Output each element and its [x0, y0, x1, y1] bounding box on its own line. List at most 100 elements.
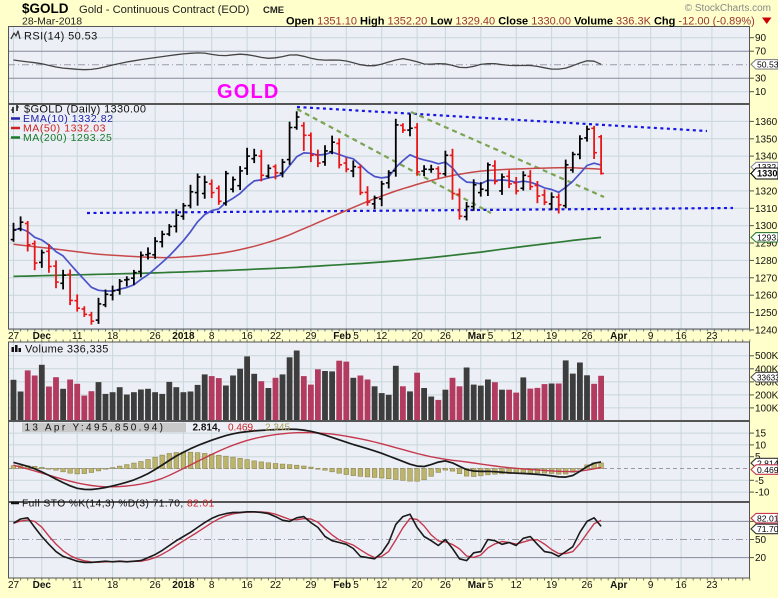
svg-text:9: 9	[648, 580, 654, 591]
svg-text:8: 8	[209, 331, 215, 342]
svg-text:1290: 1290	[755, 239, 778, 250]
svg-text:71.70: 71.70	[757, 524, 778, 534]
svg-text:16: 16	[242, 331, 254, 342]
svg-text:10: 10	[755, 440, 767, 451]
svg-text:$GOLD (Daily) 1330.00: $GOLD (Daily) 1330.00	[24, 104, 146, 116]
svg-text:MA(200) 1293.25: MA(200) 1293.25	[23, 132, 112, 144]
svg-text:20: 20	[412, 331, 424, 342]
svg-text:2018: 2018	[172, 580, 195, 591]
svg-text:EMA(10) 1332.82: EMA(10) 1332.82	[23, 113, 114, 125]
svg-text:2.345: 2.345	[265, 423, 290, 434]
svg-text:Mar: Mar	[468, 331, 486, 342]
svg-text:10: 10	[755, 87, 767, 98]
svg-text:Full STO %K(14,3) %D(3) 71.70,: Full STO %K(14,3) %D(3) 71.70, 82.01	[22, 499, 215, 510]
svg-text:1350: 1350	[755, 134, 778, 145]
svg-text:70: 70	[755, 47, 767, 58]
svg-text:1332: 1332	[757, 162, 776, 172]
svg-text:1293.: 1293.	[757, 233, 778, 243]
svg-text:400K: 400K	[755, 364, 778, 375]
svg-text:1270: 1270	[755, 273, 778, 284]
svg-text:Volume 336,335: Volume 336,335	[25, 344, 109, 356]
svg-text:22: 22	[270, 331, 282, 342]
svg-text:Open 1351.10 High 1352.20 Low: Open 1351.10 High 1352.20 Low 1329.40 Cl…	[286, 16, 755, 28]
svg-text:$GOLD: $GOLD	[22, 1, 69, 16]
svg-text:22: 22	[270, 580, 282, 591]
svg-text:1360: 1360	[755, 117, 778, 128]
svg-text:28-Mar-2018: 28-Mar-2018	[22, 16, 82, 28]
svg-text:Dec: Dec	[33, 580, 52, 591]
svg-text:20: 20	[412, 580, 424, 591]
svg-text:Apr: Apr	[610, 580, 627, 591]
svg-text:12: 12	[376, 580, 388, 591]
svg-text:26: 26	[150, 580, 162, 591]
svg-text:23: 23	[706, 331, 718, 342]
svg-text:16: 16	[242, 580, 254, 591]
svg-text:MA(50) 1332.03: MA(50) 1332.03	[23, 123, 106, 135]
svg-text:1240: 1240	[755, 325, 778, 336]
svg-text:30: 30	[755, 74, 767, 85]
svg-text:27: 27	[8, 580, 20, 591]
svg-text:26: 26	[150, 331, 162, 342]
svg-text:5: 5	[353, 331, 359, 342]
svg-text:Apr: Apr	[610, 331, 627, 342]
svg-text:Dec: Dec	[33, 331, 52, 342]
svg-text:1320: 1320	[755, 186, 778, 197]
svg-text:12: 12	[511, 331, 523, 342]
svg-text:Feb: Feb	[333, 331, 351, 342]
svg-text:1330.: 1330.	[757, 169, 778, 179]
svg-text:19: 19	[546, 580, 558, 591]
svg-text:200K: 200K	[755, 390, 778, 401]
svg-text:19: 19	[546, 331, 558, 342]
svg-text:Gold - Continuous Contract (EO: Gold - Continuous Contract (EOD)	[79, 4, 250, 16]
svg-text:12: 12	[511, 580, 523, 591]
svg-text:CME: CME	[263, 5, 284, 16]
svg-text:5: 5	[353, 580, 359, 591]
svg-text:GOLD: GOLD	[217, 81, 280, 103]
svg-text:29: 29	[305, 331, 317, 342]
svg-text:27: 27	[8, 331, 20, 342]
svg-text:500K: 500K	[755, 351, 778, 362]
svg-text:13 Apr Y:495,850.94): 13 Apr Y:495,850.94)	[25, 422, 166, 433]
svg-text:26: 26	[581, 580, 593, 591]
svg-text:23: 23	[706, 580, 718, 591]
svg-text:© StockCharts.com: © StockCharts.com	[685, 3, 771, 14]
svg-text:1340: 1340	[755, 152, 778, 163]
svg-text:1310: 1310	[755, 204, 778, 215]
svg-text:11: 11	[72, 331, 83, 342]
svg-text:16: 16	[676, 331, 688, 342]
svg-text:29: 29	[305, 580, 317, 591]
svg-text:11: 11	[72, 580, 83, 591]
svg-text:-10: -10	[755, 488, 770, 499]
svg-text:82.01: 82.01	[757, 513, 778, 523]
svg-text:100K: 100K	[755, 403, 778, 414]
svg-text:26: 26	[440, 580, 452, 591]
svg-text:8: 8	[209, 580, 215, 591]
svg-text:15: 15	[755, 429, 767, 440]
svg-text:90: 90	[755, 33, 767, 44]
svg-text:-5: -5	[755, 476, 764, 487]
svg-text:12: 12	[376, 331, 388, 342]
svg-text:0.469,: 0.469,	[228, 423, 256, 434]
svg-text:2018: 2018	[172, 331, 195, 342]
svg-text:5: 5	[488, 331, 494, 342]
svg-text:300K: 300K	[755, 377, 778, 388]
svg-text:9: 9	[648, 331, 654, 342]
svg-text:5: 5	[488, 580, 494, 591]
svg-text:2.814: 2.814	[757, 458, 778, 468]
svg-text:50: 50	[755, 535, 767, 546]
svg-text:0.469: 0.469	[757, 465, 778, 475]
svg-text:26: 26	[581, 331, 593, 342]
svg-text:5: 5	[755, 452, 761, 463]
svg-text:1280: 1280	[755, 256, 778, 267]
svg-text:1260: 1260	[755, 291, 778, 302]
svg-text:26: 26	[440, 331, 452, 342]
svg-text:2.814,: 2.814,	[193, 423, 221, 434]
svg-text:Feb: Feb	[333, 580, 351, 591]
svg-text:50.53: 50.53	[757, 60, 778, 70]
svg-text:18: 18	[107, 580, 119, 591]
svg-text:1250: 1250	[755, 308, 778, 319]
svg-text:20: 20	[755, 553, 767, 564]
svg-text:RSI(14) 50.53: RSI(14) 50.53	[24, 31, 98, 43]
svg-text:336335: 336335	[757, 373, 778, 382]
svg-text:1300: 1300	[755, 221, 778, 232]
